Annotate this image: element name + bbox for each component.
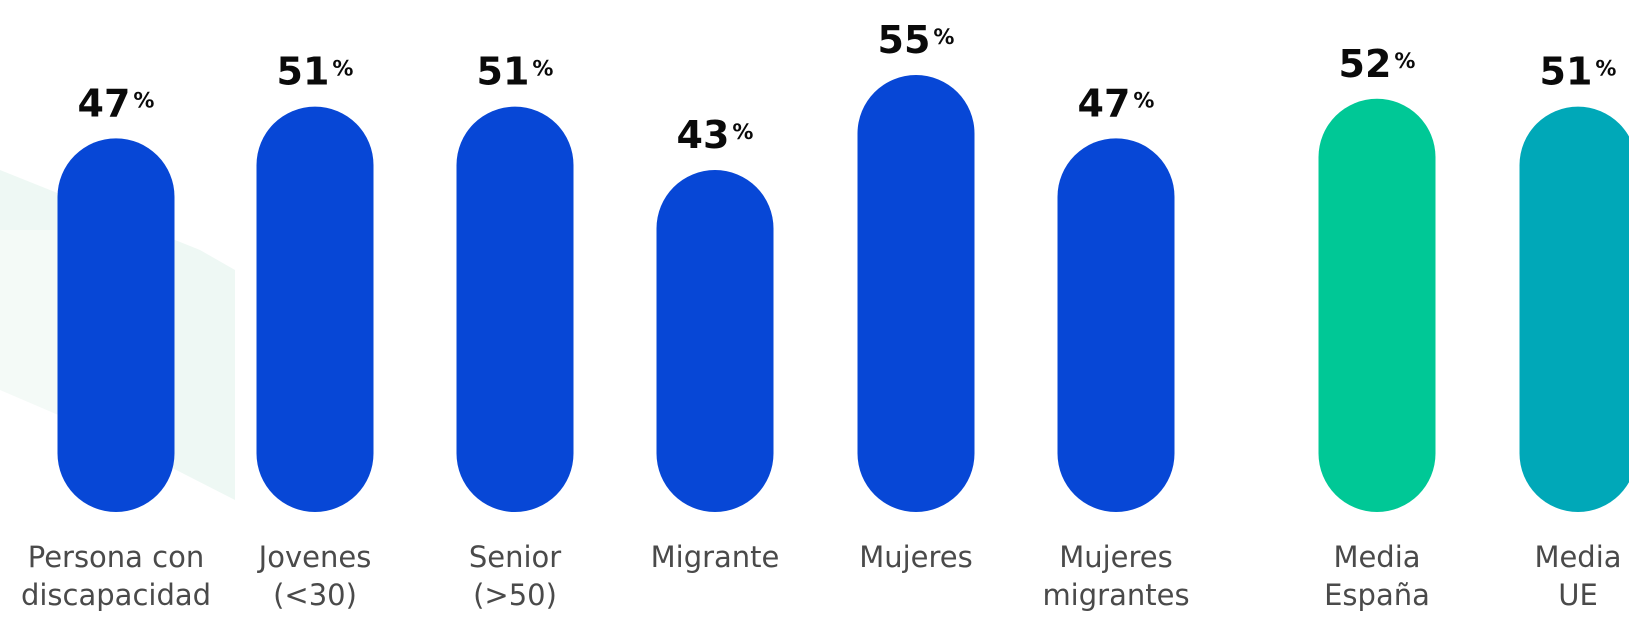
tick-label-line: Media — [1534, 540, 1621, 574]
data-label-value: 47 — [1078, 81, 1131, 125]
bar — [1057, 138, 1175, 513]
tick-label: Persona con discapacidad — [21, 540, 211, 612]
bar — [656, 170, 774, 512]
tick-label: Mujeres — [859, 540, 973, 574]
tick-label-line: Mujeres — [859, 540, 973, 574]
tick-label: Mujeres migrantes — [1042, 540, 1189, 612]
data-label-value: 43 — [677, 113, 730, 157]
data-label-value: 47 — [78, 81, 131, 125]
data-label: 43% — [677, 113, 754, 157]
bar — [57, 138, 175, 513]
data-label-value: 51 — [277, 50, 330, 94]
data-label-unit: % — [532, 57, 553, 81]
tick-label: Jovenes (<30) — [257, 540, 372, 612]
data-label-value: 51 — [477, 50, 530, 94]
bar — [857, 75, 975, 512]
tick-label-line: Senior — [469, 540, 561, 574]
data-label-value: 51 — [1540, 50, 1593, 94]
data-label: 55% — [878, 18, 955, 62]
bar — [1519, 106, 1629, 512]
tick-label-line: España — [1324, 578, 1430, 612]
bar — [256, 106, 374, 513]
data-label: 51% — [277, 50, 354, 94]
tick-label-line: UE — [1558, 578, 1598, 612]
tick-label-line: (>50) — [473, 578, 557, 612]
tick-label-line: migrantes — [1042, 578, 1189, 612]
tick-label: Media España — [1324, 540, 1430, 612]
data-label: 52% — [1339, 42, 1416, 86]
value-labels-group: 47 %51% 51 %43 %55 %47 %52% 51% — [78, 18, 1617, 157]
data-label-unit: % — [332, 57, 353, 81]
tick-label-line: Media — [1333, 540, 1420, 574]
bars-group — [57, 75, 1629, 513]
tick-label: Migrante — [651, 540, 780, 574]
bar — [456, 106, 574, 513]
tick-label-line: Persona con — [28, 540, 205, 574]
data-label-unit: % — [933, 25, 954, 49]
data-label: 51% — [477, 50, 554, 94]
tick-label-line: discapacidad — [21, 578, 211, 612]
tick-label: Media UE — [1534, 540, 1621, 612]
tick-label-line: Jovenes — [257, 540, 372, 574]
data-label: 51% — [1540, 50, 1617, 94]
data-label-unit: % — [133, 88, 154, 112]
tick-label: Senior (>50) — [469, 540, 561, 612]
data-label: 47% — [1078, 81, 1155, 125]
tick-label-line: (<30) — [273, 578, 357, 612]
tick-label-line: Migrante — [651, 540, 780, 574]
category-labels-group: Persona con discapacidad Jovenes (<30) Senio… — [21, 540, 1622, 612]
data-label: 47% — [78, 81, 155, 125]
bar — [1318, 98, 1436, 512]
data-label-value: 52 — [1339, 42, 1392, 86]
tick-label-line: Mujeres — [1059, 540, 1173, 574]
data-label-unit: % — [1133, 88, 1154, 112]
data-label-value: 55 — [878, 18, 931, 62]
data-label-unit: % — [1394, 49, 1415, 73]
data-label-unit: % — [1595, 57, 1616, 81]
data-label-unit: % — [732, 120, 753, 144]
